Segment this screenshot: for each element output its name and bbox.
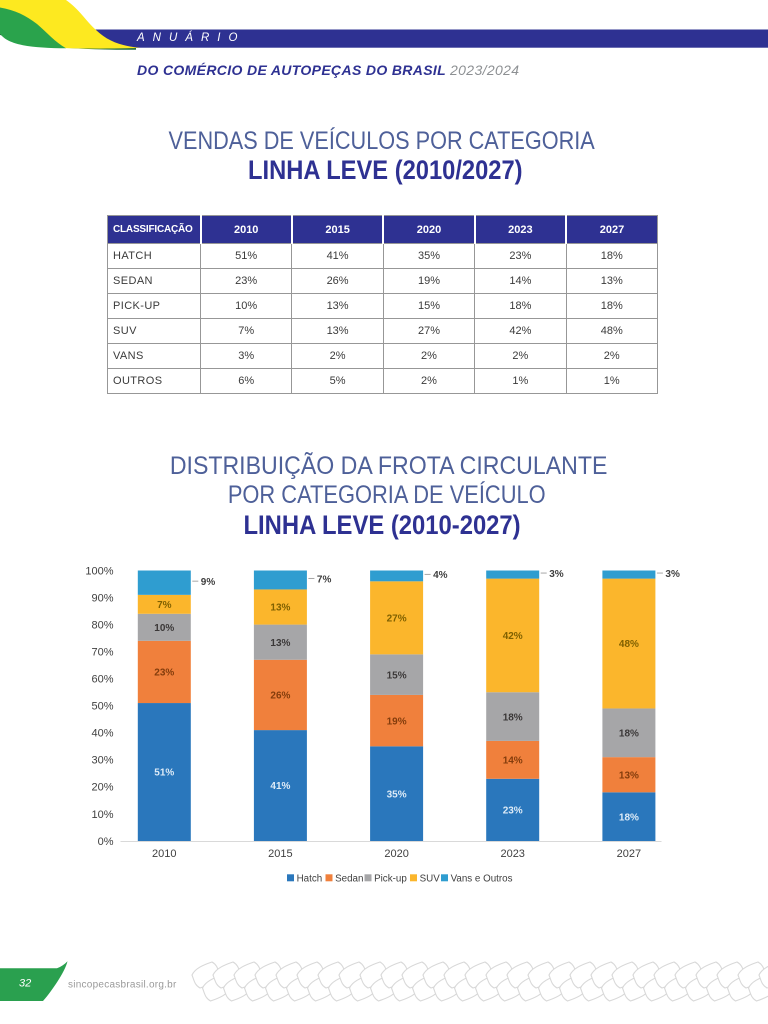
svg-text:Vans e Outros: Vans e Outros — [451, 873, 513, 884]
svg-text:40%: 40% — [91, 728, 113, 740]
svg-text:19%: 19% — [387, 716, 407, 727]
svg-text:2023: 2023 — [500, 848, 524, 860]
svg-text:3%: 3% — [549, 569, 564, 580]
svg-text:26%: 26% — [270, 691, 290, 702]
svg-text:3%: 3% — [665, 569, 680, 580]
svg-text:7%: 7% — [317, 574, 332, 585]
svg-text:35%: 35% — [387, 789, 407, 800]
svg-text:80%: 80% — [91, 619, 113, 631]
svg-text:51%: 51% — [154, 768, 174, 779]
svg-text:23%: 23% — [154, 668, 174, 679]
svg-text:SUV: SUV — [420, 873, 441, 884]
svg-text:13%: 13% — [619, 770, 639, 781]
svg-text:90%: 90% — [91, 592, 113, 604]
svg-text:60%: 60% — [91, 674, 113, 686]
svg-text:Sedan: Sedan — [335, 873, 363, 884]
svg-text:9%: 9% — [201, 577, 216, 588]
svg-text:2015: 2015 — [268, 848, 292, 860]
svg-text:20%: 20% — [91, 782, 113, 794]
svg-text:14%: 14% — [503, 756, 523, 767]
svg-text:2027: 2027 — [617, 848, 641, 860]
svg-text:32: 32 — [19, 978, 31, 990]
svg-text:10%: 10% — [154, 623, 174, 634]
svg-text:27%: 27% — [387, 614, 407, 625]
svg-text:18%: 18% — [619, 729, 639, 740]
svg-text:18%: 18% — [503, 712, 523, 723]
svg-text:13%: 13% — [270, 638, 290, 649]
svg-text:15%: 15% — [387, 670, 407, 681]
svg-text:70%: 70% — [91, 646, 113, 658]
svg-text:10%: 10% — [91, 809, 113, 821]
svg-text:48%: 48% — [619, 639, 639, 650]
svg-text:18%: 18% — [619, 812, 639, 823]
svg-text:Hatch: Hatch — [297, 873, 323, 884]
svg-text:4%: 4% — [433, 570, 448, 581]
svg-text:2010: 2010 — [152, 848, 176, 860]
svg-text:42%: 42% — [503, 631, 523, 642]
svg-text:50%: 50% — [91, 701, 113, 713]
svg-text:7%: 7% — [157, 600, 172, 611]
svg-text:23%: 23% — [503, 806, 523, 817]
svg-text:Pick-up: Pick-up — [374, 873, 407, 884]
svg-text:13%: 13% — [270, 603, 290, 614]
svg-text:41%: 41% — [270, 781, 290, 792]
svg-text:100%: 100% — [85, 565, 113, 577]
svg-text:2020: 2020 — [384, 848, 408, 860]
svg-text:sincopecasbrasil.org.br: sincopecasbrasil.org.br — [68, 980, 177, 991]
svg-text:0%: 0% — [98, 836, 114, 848]
svg-text:30%: 30% — [91, 755, 113, 767]
